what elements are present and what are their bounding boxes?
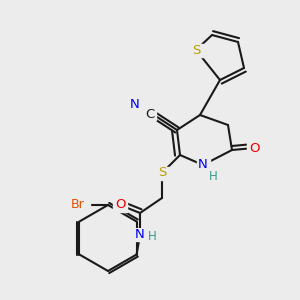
Bar	[134, 229, 146, 241]
Bar	[155, 167, 169, 179]
Text: O: O	[115, 199, 125, 212]
Bar	[247, 142, 261, 154]
Bar	[146, 232, 158, 242]
Bar	[208, 172, 218, 182]
Bar	[196, 159, 209, 171]
Bar	[113, 199, 127, 212]
Text: H: H	[148, 230, 156, 244]
Text: C: C	[146, 107, 154, 121]
Bar	[144, 108, 156, 120]
Text: S: S	[158, 167, 166, 179]
Text: N: N	[198, 158, 208, 172]
Bar	[188, 44, 204, 56]
Text: N: N	[130, 98, 140, 110]
Text: Br: Br	[71, 199, 85, 212]
Bar	[66, 199, 90, 212]
Text: S: S	[192, 44, 200, 56]
Text: H: H	[208, 170, 217, 184]
Bar	[129, 98, 141, 110]
Text: O: O	[249, 142, 259, 154]
Text: N: N	[135, 229, 145, 242]
